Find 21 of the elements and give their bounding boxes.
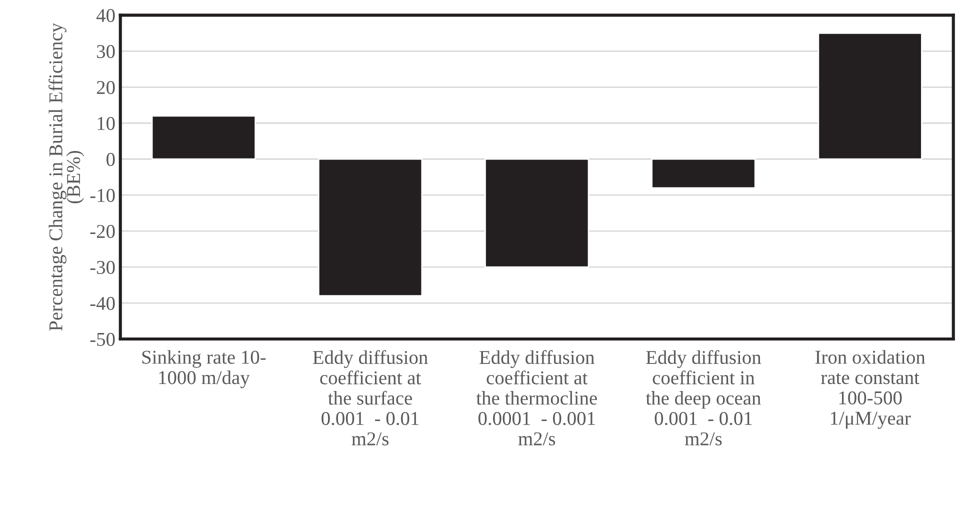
x-tick-label: Iron oxidation rate constant 100-500 1/μM/year (815, 350, 926, 429)
y-tick-label: -50 (90, 332, 115, 346)
x-tick-label: Eddy diffusion coefficient in the deep ocean 0.001 - 0.01 m2/s (646, 350, 762, 446)
bar (818, 32, 922, 160)
y-tick-label: 10 (98, 116, 115, 130)
bar (651, 158, 756, 189)
y-axis-title: Percentage Change in Burial Efficiency (BE%) (48, 22, 84, 331)
x-tick-label: Eddy diffusion coefficient at the thermocline 0.0001 - 0.001 m2/s (476, 350, 597, 446)
y-tick-label: -20 (90, 224, 115, 238)
y-tick-label: -30 (90, 260, 115, 274)
bar (151, 115, 256, 160)
x-tick-label: Sinking rate 10- 1000 m/day (142, 350, 266, 388)
bar (484, 158, 590, 268)
bar (318, 158, 423, 297)
x-tick-label: Eddy diffusion coefficient at the surface 0.001 - 0.01 m2/s (312, 350, 428, 446)
y-tick-label: 30 (97, 44, 115, 58)
y-tick-label: 40 (96, 8, 115, 22)
y-tick-label: 0 (106, 152, 115, 166)
y-tick-label: -40 (90, 296, 115, 310)
y-tick-label: -10 (90, 188, 115, 202)
y-tick-label: 20 (96, 80, 115, 94)
